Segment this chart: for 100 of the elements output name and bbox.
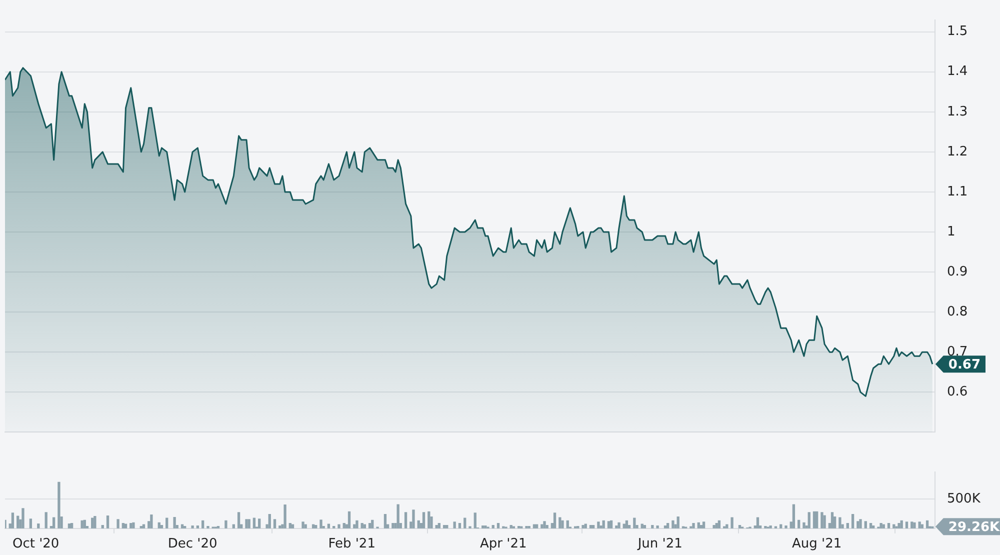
bar bbox=[859, 519, 862, 528]
bar bbox=[132, 522, 135, 528]
bar bbox=[453, 522, 456, 528]
y-tick-label: 0.8 bbox=[947, 304, 968, 320]
bar bbox=[553, 512, 556, 528]
bar bbox=[327, 524, 330, 528]
bar bbox=[812, 511, 816, 528]
bar bbox=[656, 526, 659, 528]
bar bbox=[856, 521, 860, 528]
bar bbox=[905, 522, 908, 528]
bar bbox=[851, 514, 854, 528]
bar bbox=[320, 520, 322, 528]
bar bbox=[428, 511, 430, 528]
bar bbox=[543, 521, 546, 528]
bar bbox=[535, 524, 538, 528]
bar bbox=[29, 518, 32, 528]
y-tick-label: 1.2 bbox=[947, 144, 968, 160]
bar bbox=[268, 514, 271, 528]
bar bbox=[815, 511, 818, 528]
bar bbox=[245, 519, 248, 528]
bar bbox=[16, 516, 20, 528]
bar bbox=[356, 520, 358, 528]
y-tick-label: 1.1 bbox=[947, 184, 968, 200]
bar bbox=[348, 511, 351, 528]
bar bbox=[94, 516, 96, 528]
bar bbox=[191, 526, 194, 528]
bar bbox=[291, 524, 294, 528]
bar bbox=[582, 525, 584, 528]
y-tick-label: 1.5 bbox=[947, 24, 968, 40]
bar bbox=[142, 524, 146, 528]
bar bbox=[780, 524, 782, 528]
bar bbox=[384, 514, 387, 528]
annotation: 0.67 bbox=[948, 358, 981, 373]
bar bbox=[363, 524, 366, 528]
x-tick-label: Jun '21 bbox=[636, 536, 682, 552]
bar bbox=[864, 521, 867, 528]
bar bbox=[546, 525, 548, 528]
bar bbox=[730, 517, 734, 528]
y-tick-label: 1 bbox=[947, 224, 956, 240]
y-tick-label: 500K bbox=[947, 491, 981, 506]
bar bbox=[273, 519, 276, 528]
bar bbox=[640, 524, 644, 528]
y-tick-label: 0.6 bbox=[947, 384, 968, 400]
bar bbox=[633, 518, 636, 528]
bar bbox=[692, 522, 695, 528]
bar bbox=[338, 524, 340, 528]
bar bbox=[618, 522, 620, 528]
bar bbox=[702, 522, 706, 528]
x-tick-label: Apr '21 bbox=[480, 536, 527, 552]
bar bbox=[422, 512, 426, 528]
bar bbox=[792, 504, 796, 528]
bar bbox=[284, 504, 286, 528]
bar bbox=[302, 522, 304, 528]
bar bbox=[248, 519, 250, 528]
bar bbox=[106, 516, 110, 528]
bar bbox=[22, 508, 24, 528]
bar bbox=[823, 515, 826, 528]
bar bbox=[820, 512, 824, 528]
bar bbox=[396, 504, 400, 528]
bar bbox=[180, 524, 184, 528]
bar bbox=[622, 524, 626, 528]
bar bbox=[258, 518, 261, 528]
bar bbox=[882, 524, 885, 528]
bar bbox=[784, 526, 788, 528]
bar bbox=[304, 524, 307, 528]
x-tick-label: Dec '20 bbox=[168, 536, 218, 552]
bar bbox=[11, 512, 14, 528]
bar bbox=[830, 512, 834, 528]
bar bbox=[808, 512, 810, 528]
bar bbox=[898, 522, 900, 528]
bar bbox=[892, 524, 896, 528]
y-tick-label: 0.9 bbox=[947, 264, 968, 280]
bar bbox=[312, 524, 315, 528]
bar bbox=[404, 512, 408, 528]
bar bbox=[726, 524, 728, 528]
bar bbox=[540, 524, 544, 528]
bar bbox=[597, 522, 600, 528]
x-tick-label: Feb '21 bbox=[328, 536, 376, 552]
bar bbox=[802, 522, 806, 528]
bar bbox=[150, 514, 153, 528]
bar bbox=[474, 512, 476, 528]
bar bbox=[44, 512, 48, 528]
y-tick-label: 1.4 bbox=[947, 64, 968, 80]
bar bbox=[412, 510, 415, 528]
bar bbox=[913, 522, 916, 528]
bar bbox=[173, 517, 176, 528]
bar bbox=[353, 524, 356, 528]
bar bbox=[80, 520, 84, 528]
bar bbox=[672, 520, 674, 528]
bar bbox=[920, 524, 924, 528]
bar bbox=[224, 520, 228, 528]
bar bbox=[918, 522, 921, 528]
bar bbox=[676, 516, 680, 528]
bar bbox=[584, 524, 587, 528]
bar bbox=[607, 521, 610, 528]
bar bbox=[561, 520, 564, 528]
bar bbox=[116, 519, 120, 528]
annotation: 29.26K bbox=[948, 520, 1000, 536]
bar bbox=[838, 517, 842, 528]
y-tick-label: 1.3 bbox=[947, 104, 968, 120]
